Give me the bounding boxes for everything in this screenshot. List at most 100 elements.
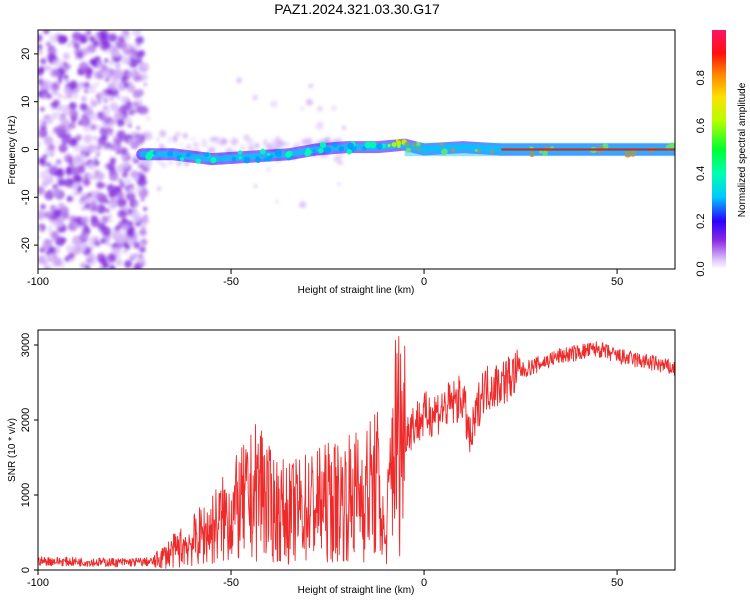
heatmap-cell: [141, 62, 149, 70]
ridge-spot: [146, 151, 154, 159]
heatmap-cell: [96, 124, 101, 129]
heatmap-cell: [168, 161, 173, 166]
ridge-spot: [490, 149, 495, 154]
ridge-spot: [319, 141, 327, 148]
heatmap-cell: [58, 143, 68, 153]
heatmap-cell: [60, 104, 69, 114]
heatmap-cell: [123, 82, 129, 88]
heatmap-cell: [271, 138, 275, 142]
ridge-spot: [275, 152, 282, 158]
heatmap-cell: [79, 225, 85, 230]
heatmap-cell: [120, 76, 128, 84]
heatmap-cell: [132, 155, 137, 161]
ridge-spot: [195, 158, 201, 164]
heatmap-cell: [124, 178, 132, 186]
heatmap-cell: [71, 119, 76, 123]
heatmap-cell: [99, 30, 109, 40]
heatmap-cell: [45, 264, 52, 269]
heatmap-cell: [306, 137, 313, 144]
heatmap-cell: [72, 245, 82, 255]
heatmap-cell: [133, 264, 142, 269]
snr-x-tick-label: 50: [611, 577, 623, 589]
heatmap-cell: [44, 192, 51, 199]
heatmap-cell: [54, 187, 60, 193]
heatmap-cell: [38, 92, 43, 97]
heatmap-cell: [106, 253, 117, 264]
ridge-spot: [450, 147, 456, 153]
heatmap-cell: [104, 58, 109, 63]
heatmap-cell: [63, 95, 67, 100]
heatmap-cell: [140, 197, 145, 202]
heatmap-cell: [262, 141, 267, 146]
heatmap-cell: [86, 68, 94, 75]
ridge-spot: [263, 158, 267, 162]
heatmap-cell: [176, 160, 182, 167]
heatmap-cell: [49, 204, 57, 212]
heatmap-cell: [275, 199, 279, 204]
heatmap-cell: [65, 166, 73, 174]
heatmap-cell: [54, 111, 60, 117]
ridge-spot: [323, 147, 330, 153]
heatmap-cell: [161, 162, 167, 168]
heatmap-cell: [87, 173, 95, 180]
heatmap-cell: [52, 257, 62, 267]
heatmap-cell: [95, 171, 105, 181]
ridge-spot: [539, 150, 543, 154]
ridge-spot: [237, 150, 243, 155]
heatmap-cell: [122, 49, 128, 55]
spectrogram-y-label: Frequency (Hz): [7, 116, 18, 185]
ridge-spot: [285, 151, 292, 158]
heatmap-cell: [137, 58, 143, 64]
snr-y-tick-label: 1000: [20, 483, 32, 507]
spectrogram-ridge: [136, 138, 675, 166]
heatmap-cell: [47, 211, 53, 217]
heatmap-cell: [109, 157, 117, 165]
heatmap-cell: [41, 80, 52, 91]
snr-y-axis: 0 1000 2000 3000: [20, 333, 38, 573]
heatmap-cell: [127, 186, 135, 194]
heatmap-cell: [172, 137, 178, 143]
heatmap-cell: [167, 137, 173, 143]
heatmap-cell: [76, 52, 84, 60]
heatmap-cell: [140, 73, 149, 81]
heatmap-cell: [337, 160, 343, 166]
heatmap-cell: [84, 264, 91, 269]
ridge-spot: [306, 149, 310, 153]
heatmap-cell: [243, 134, 250, 141]
ridge-spot: [474, 149, 478, 153]
heatmap-cell: [44, 88, 49, 93]
heatmap-cell: [43, 135, 54, 146]
heatmap-cell: [72, 156, 82, 166]
heatmap-cell: [95, 168, 100, 173]
heatmap-cell: [38, 129, 47, 138]
heatmap-cell: [141, 168, 146, 173]
ridge-spot: [269, 154, 274, 159]
heatmap-cell: [139, 246, 146, 253]
heatmap-cell: [221, 138, 228, 145]
ridge-spot: [338, 145, 345, 152]
heatmap-cell: [113, 138, 120, 145]
heatmap-cell: [72, 222, 78, 229]
heatmap-cell: [124, 58, 131, 65]
heatmap-cell: [308, 83, 313, 89]
heatmap-cell: [109, 132, 113, 136]
heatmap-cell: [109, 60, 115, 66]
heatmap-cell: [331, 105, 337, 112]
snr-y-label: SNR (10 * v/v): [7, 418, 18, 482]
heatmap-cell: [175, 131, 181, 137]
heatmap-cell: [78, 185, 83, 191]
spectrogram-x-tick-label: -100: [27, 276, 49, 288]
heatmap-cell: [112, 46, 117, 51]
heatmap-cell: [79, 102, 88, 111]
heatmap-cell: [117, 198, 127, 208]
heatmap-cell: [305, 98, 313, 106]
heatmap-cell: [66, 196, 73, 202]
heatmap-cell: [56, 140, 60, 144]
ridge-spot: [238, 156, 242, 160]
heatmap-cell: [38, 44, 43, 50]
heatmap-cell: [38, 34, 43, 43]
ridge-spot: [167, 150, 173, 157]
heatmap-cell: [53, 166, 57, 171]
spectrogram-x-tick-label: 50: [611, 276, 623, 288]
